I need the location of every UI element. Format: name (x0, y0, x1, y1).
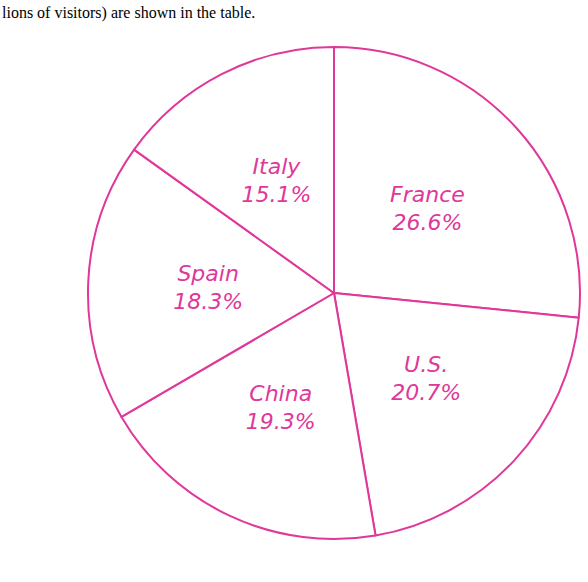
svg-text:18.3%: 18.3% (173, 289, 243, 314)
svg-text:France: France (390, 182, 465, 207)
svg-text:19.3%: 19.3% (246, 409, 316, 434)
svg-text:Italy: Italy (253, 154, 302, 179)
svg-text:Spain: Spain (177, 261, 238, 286)
svg-text:26.6%: 26.6% (393, 210, 463, 235)
svg-text:15.1%: 15.1% (241, 182, 311, 207)
svg-text:lions of visitors) are shown i: lions of visitors) are shown in the tabl… (2, 4, 255, 22)
svg-text:20.7%: 20.7% (391, 380, 461, 405)
svg-text:U.S.: U.S. (404, 352, 448, 377)
svg-text:China: China (249, 381, 312, 406)
